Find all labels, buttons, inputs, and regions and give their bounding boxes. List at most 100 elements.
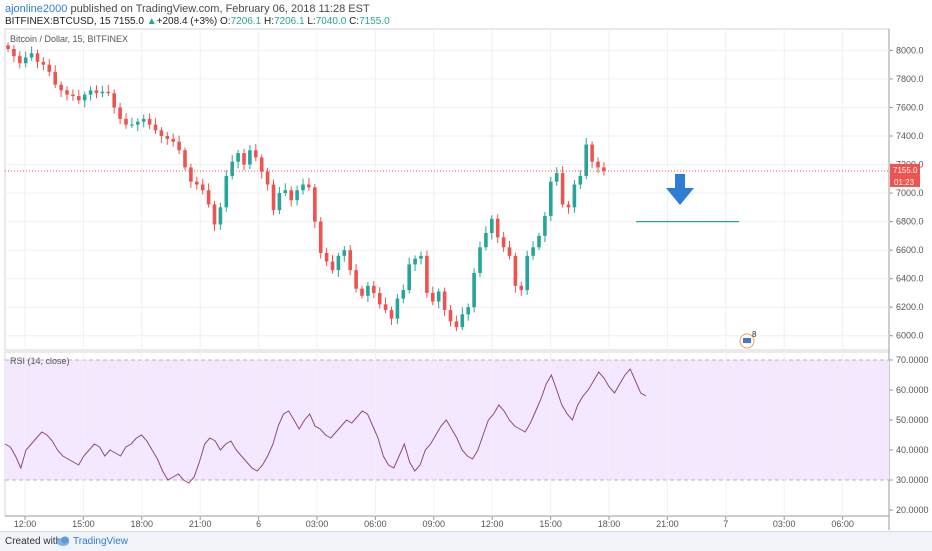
candle-body: [436, 291, 441, 302]
price-tag-box: [890, 163, 920, 176]
candle-body: [336, 255, 341, 271]
time-tick-label: 12:00: [14, 519, 37, 529]
candle-body: [395, 298, 400, 319]
time-tick-label: 18:00: [131, 519, 154, 529]
rsi-line: [4, 368, 647, 484]
rsi-pane-title: RSI (14, close): [10, 356, 70, 366]
candle-body: [495, 218, 500, 238]
candle-body: [153, 124, 158, 131]
candle-body: [118, 107, 122, 119]
candle-body: [324, 252, 329, 262]
candle-body: [401, 290, 406, 299]
up-triangle-icon: ▲: [146, 16, 157, 27]
time-tick-label: 12:00: [481, 519, 504, 529]
created-with-label: Created with: [5, 536, 62, 547]
author-link[interactable]: ajonline2000: [5, 3, 68, 15]
price-pane-title: Bitcoin / Dollar, 15, BITFINEX: [10, 34, 128, 44]
candle-body: [94, 90, 99, 94]
candle-body: [578, 175, 583, 185]
rsi-tick-label: 60.0000: [896, 385, 929, 395]
candle-body: [248, 150, 252, 165]
price-tag-label: 7155.0: [893, 166, 918, 175]
candle-body: [100, 91, 105, 94]
time-tick-label: 03:00: [773, 519, 796, 529]
price-tick-label: 7600.0: [896, 102, 924, 112]
candle-body: [531, 247, 535, 256]
ohlc-header: BITFINEX:BTCUSD, 15 7155.0 ▲+208.4 (+3%)…: [5, 16, 390, 27]
candle-body: [318, 221, 323, 253]
candle-body: [289, 190, 293, 201]
candle-body: [242, 153, 246, 165]
candle-body: [195, 181, 199, 185]
candle-body: [525, 255, 529, 291]
candle-body: [330, 261, 335, 271]
candle-body: [549, 181, 553, 216]
footer-bar: Created with TradingView: [0, 531, 932, 551]
candle-body: [307, 184, 311, 188]
candle-body: [342, 250, 347, 256]
time-tick-label: 15:00: [539, 519, 562, 529]
candle-body: [29, 53, 34, 58]
candle-body: [366, 285, 370, 296]
candle-body: [454, 321, 459, 328]
candle-body: [254, 150, 258, 158]
candle-body: [507, 247, 512, 256]
time-tick-label: 06:00: [364, 519, 387, 529]
candle-body: [183, 150, 187, 168]
candle-body: [360, 288, 364, 296]
candle-body: [59, 84, 63, 91]
candle-body: [224, 175, 229, 208]
candle-body: [560, 173, 565, 205]
high-value: 7206.1: [273, 16, 305, 27]
price-tick-label: 7800.0: [896, 74, 924, 84]
candle-body: [23, 57, 28, 64]
candle-body: [218, 207, 223, 225]
candle-body: [478, 247, 482, 273]
time-tag-label: 01:23: [894, 178, 915, 187]
time-tick-label: 15:00: [72, 519, 95, 529]
candle-body: [147, 118, 152, 125]
candle-body: [407, 264, 411, 291]
down-arrow-icon: [666, 174, 694, 205]
candle-body: [537, 235, 541, 248]
candle-body: [141, 118, 146, 122]
event-count-label: 8: [752, 330, 757, 339]
tradingview-brand-link[interactable]: TradingView: [73, 536, 129, 547]
rsi-tick-label: 50.0000: [896, 415, 929, 425]
time-tick-label: 21:00: [656, 519, 679, 529]
candle-body: [277, 193, 282, 211]
candle-body: [82, 94, 87, 101]
candle-body: [301, 184, 305, 191]
time-tag-box: [890, 175, 920, 187]
price-tick-label: 6800.0: [896, 217, 924, 227]
candle-body: [200, 184, 205, 191]
low-label: L:: [307, 16, 316, 27]
candle-body: [77, 96, 81, 101]
candles: [6, 42, 606, 332]
candle-body: [490, 218, 494, 234]
time-tick-label: 03:00: [306, 519, 329, 529]
candle-body: [71, 94, 75, 97]
candle-body: [466, 307, 470, 315]
candle-body: [6, 45, 10, 49]
candle-body: [18, 56, 22, 64]
candle-body: [136, 121, 140, 125]
candle-body: [389, 310, 394, 319]
candle-body: [543, 215, 547, 236]
price-tick-label: 6000.0: [896, 331, 924, 341]
chart-canvas[interactable]: 8000.07800.07600.07400.07200.07000.06800…: [0, 0, 932, 531]
candle-body: [590, 144, 594, 162]
candle-body: [425, 255, 429, 293]
rsi-tick-label: 20.0000: [896, 505, 929, 515]
candle-body: [65, 90, 69, 95]
tradingview-cloud-icon: [57, 536, 69, 546]
candle-body: [513, 255, 518, 286]
open-label: O:: [220, 16, 231, 27]
candle-body: [448, 310, 453, 322]
open-value: 7206.1: [230, 16, 262, 27]
candle-body: [472, 272, 476, 308]
candle-body: [383, 304, 388, 311]
candle-body: [212, 204, 217, 225]
candle-body: [566, 204, 571, 208]
candle-body: [124, 118, 128, 125]
